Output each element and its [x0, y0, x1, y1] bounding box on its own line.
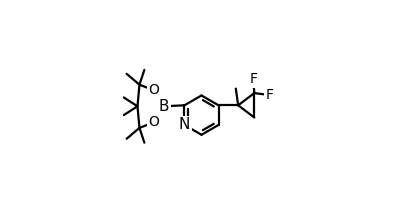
- Text: O: O: [148, 115, 159, 129]
- Text: F: F: [249, 72, 257, 86]
- Text: B: B: [158, 99, 169, 114]
- Text: O: O: [148, 83, 159, 97]
- Text: N: N: [178, 118, 190, 132]
- Text: F: F: [265, 88, 273, 102]
